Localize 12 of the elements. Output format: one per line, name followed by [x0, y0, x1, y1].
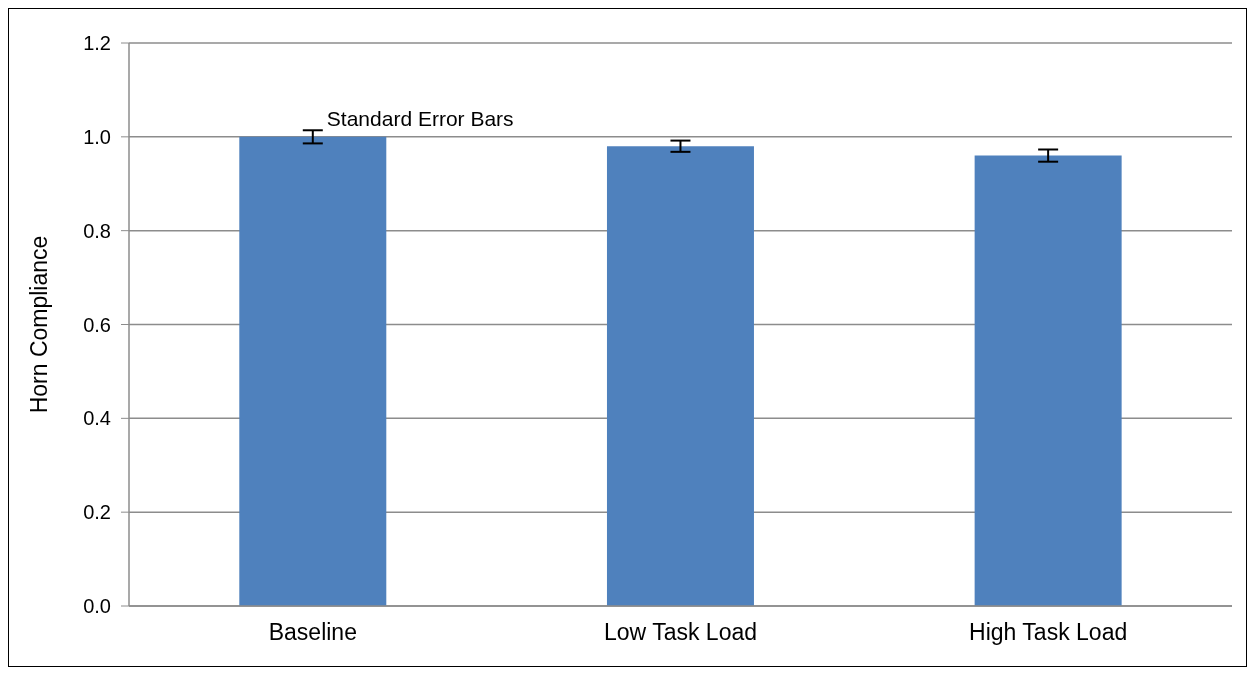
y-tick-label: 0.0: [83, 595, 111, 618]
y-axis-title: Horn Compliance: [26, 235, 53, 414]
y-tick-label: 0.2: [83, 501, 111, 524]
annotation: Standard Error Bars: [326, 107, 514, 131]
y-tick-label: 1.2: [83, 32, 111, 55]
x-tick-label: Baseline: [268, 619, 357, 646]
x-tick-label: Low Task Load: [603, 619, 758, 646]
y-tick-label: 0.4: [83, 407, 111, 430]
y-tick-label: 0.8: [83, 219, 111, 242]
x-tick-label: High Task Load: [969, 619, 1128, 646]
y-tick-label: 1.0: [83, 125, 111, 148]
y-tick-label: 0.6: [83, 313, 111, 336]
